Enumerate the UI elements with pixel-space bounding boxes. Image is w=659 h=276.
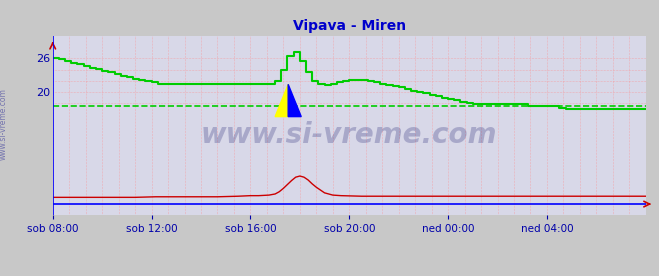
Polygon shape bbox=[288, 84, 301, 116]
Text: www.si-vreme.com: www.si-vreme.com bbox=[201, 121, 498, 148]
Polygon shape bbox=[275, 84, 288, 116]
Text: www.si-vreme.com: www.si-vreme.com bbox=[0, 88, 8, 160]
Title: Vipava - Miren: Vipava - Miren bbox=[293, 19, 406, 33]
